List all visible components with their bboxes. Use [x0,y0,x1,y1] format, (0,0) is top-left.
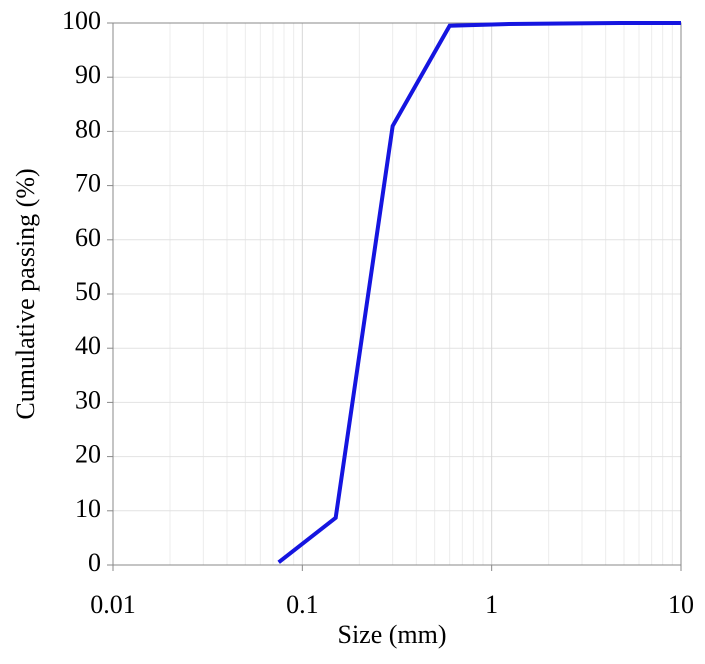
y-tick-label: 60 [75,223,101,252]
y-tick-label: 70 [75,169,101,198]
y-tick-label: 80 [75,114,101,143]
y-tick-label: 100 [62,6,101,35]
x-tick-label: 0.1 [286,590,319,619]
x-tick-label: 1 [485,590,498,619]
y-tick-label: 30 [75,385,101,414]
y-axis-label: Cumulative passing (%) [11,168,40,419]
y-tick-label: 90 [75,60,101,89]
plot-frame [112,22,682,566]
y-tick-label: 0 [88,548,101,577]
y-tick-label: 10 [75,494,101,523]
y-tick-label: 20 [75,440,101,469]
x-tick-label: 0.01 [90,590,136,619]
y-tick-label: 40 [75,331,101,360]
data-line [277,21,681,564]
x-axis-label: Size (mm) [337,620,446,649]
y-tick-label: 50 [75,277,101,306]
x-tick-label: 10 [668,590,694,619]
